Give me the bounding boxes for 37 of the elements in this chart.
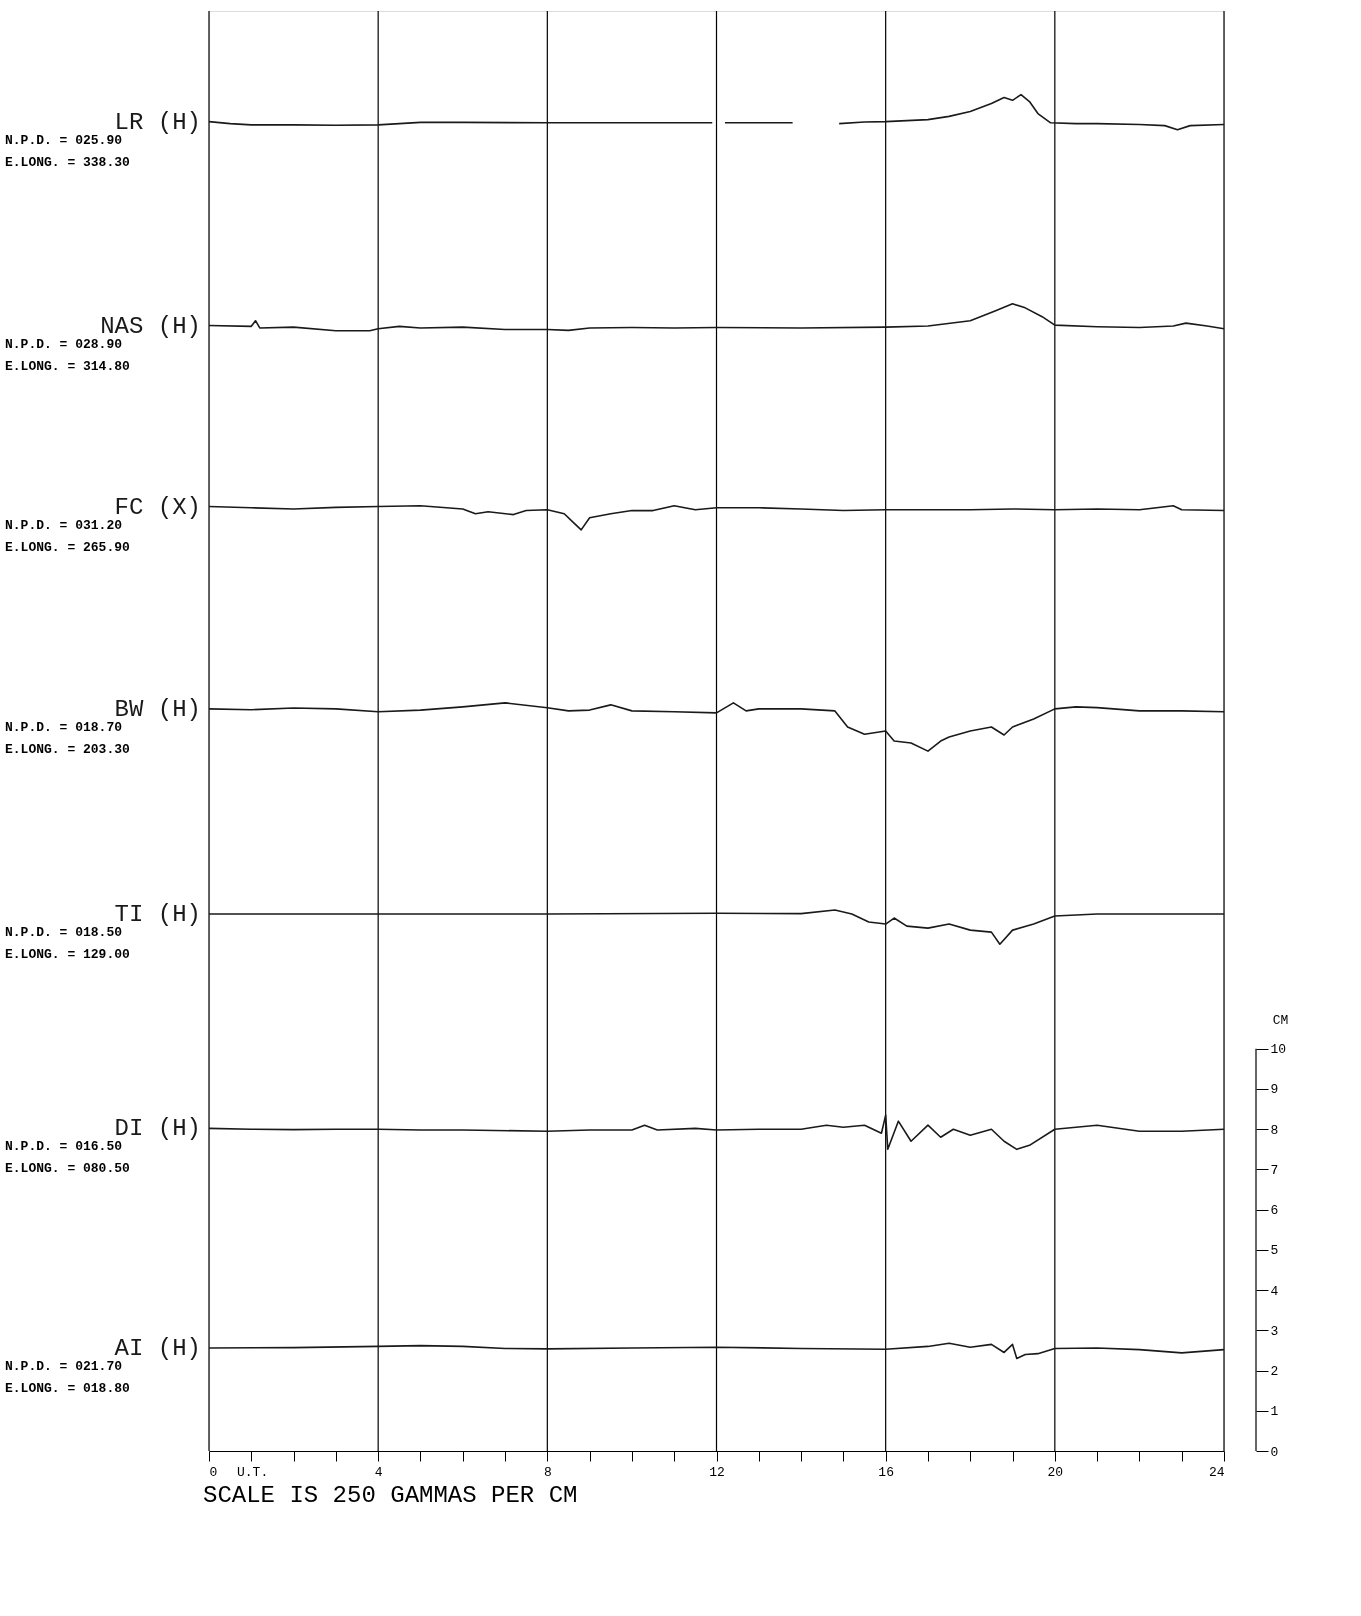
line-series xyxy=(208,909,1225,945)
y-axis-title: CM xyxy=(1272,1013,1289,1029)
y-tick-label: 6 xyxy=(1270,1203,1279,1219)
text: E.LONG. = 338.30 xyxy=(5,154,131,170)
y-tick-label: 1 xyxy=(1270,1404,1279,1420)
y-tick-label: 2 xyxy=(1270,1364,1279,1380)
y-tick-label: 10 xyxy=(1270,1042,1287,1058)
x-axis-title: U.T. xyxy=(237,1465,269,1480)
line-series xyxy=(208,1114,1225,1151)
text: E.LONG. = 018.80 xyxy=(5,1381,131,1397)
x-tick-label: 20 xyxy=(1047,1464,1064,1480)
x-tick-label: 4 xyxy=(374,1464,383,1480)
line-series xyxy=(208,702,1225,752)
y-tick-label: 9 xyxy=(1270,1082,1279,1098)
y-tick-label: 4 xyxy=(1270,1283,1279,1299)
x-tick-label: 24 xyxy=(1208,1464,1225,1480)
x-tick-label: 16 xyxy=(878,1464,894,1480)
y-tick-label: 8 xyxy=(1270,1122,1279,1138)
y-tick-label: 5 xyxy=(1270,1243,1279,1259)
x-tick-label: 8 xyxy=(543,1464,552,1480)
text: N.P.D. = 018.50 xyxy=(5,925,123,941)
line-series xyxy=(208,1342,1225,1360)
text: E.LONG. = 203.30 xyxy=(5,741,131,757)
text: E.LONG. = 080.50 xyxy=(5,1161,131,1177)
text: E.LONG. = 314.80 xyxy=(5,358,131,374)
y-tick-label: 3 xyxy=(1270,1323,1279,1339)
line-series xyxy=(208,504,1225,531)
y-tick-label: 0 xyxy=(1270,1444,1279,1460)
line-series xyxy=(208,303,1225,332)
text: SCALE IS 250 GAMMAS PER CM xyxy=(203,1482,578,1509)
text: E.LONG. = 129.00 xyxy=(5,947,131,963)
x-tick-label: 12 xyxy=(709,1464,725,1480)
x-tick-label: 0 xyxy=(209,1464,218,1480)
text: E.LONG. = 265.90 xyxy=(5,539,131,555)
text: N.P.D. = 016.50 xyxy=(5,1139,123,1155)
y-tick-label: 7 xyxy=(1270,1162,1279,1178)
text: N.P.D. = 021.70 xyxy=(5,1359,123,1375)
